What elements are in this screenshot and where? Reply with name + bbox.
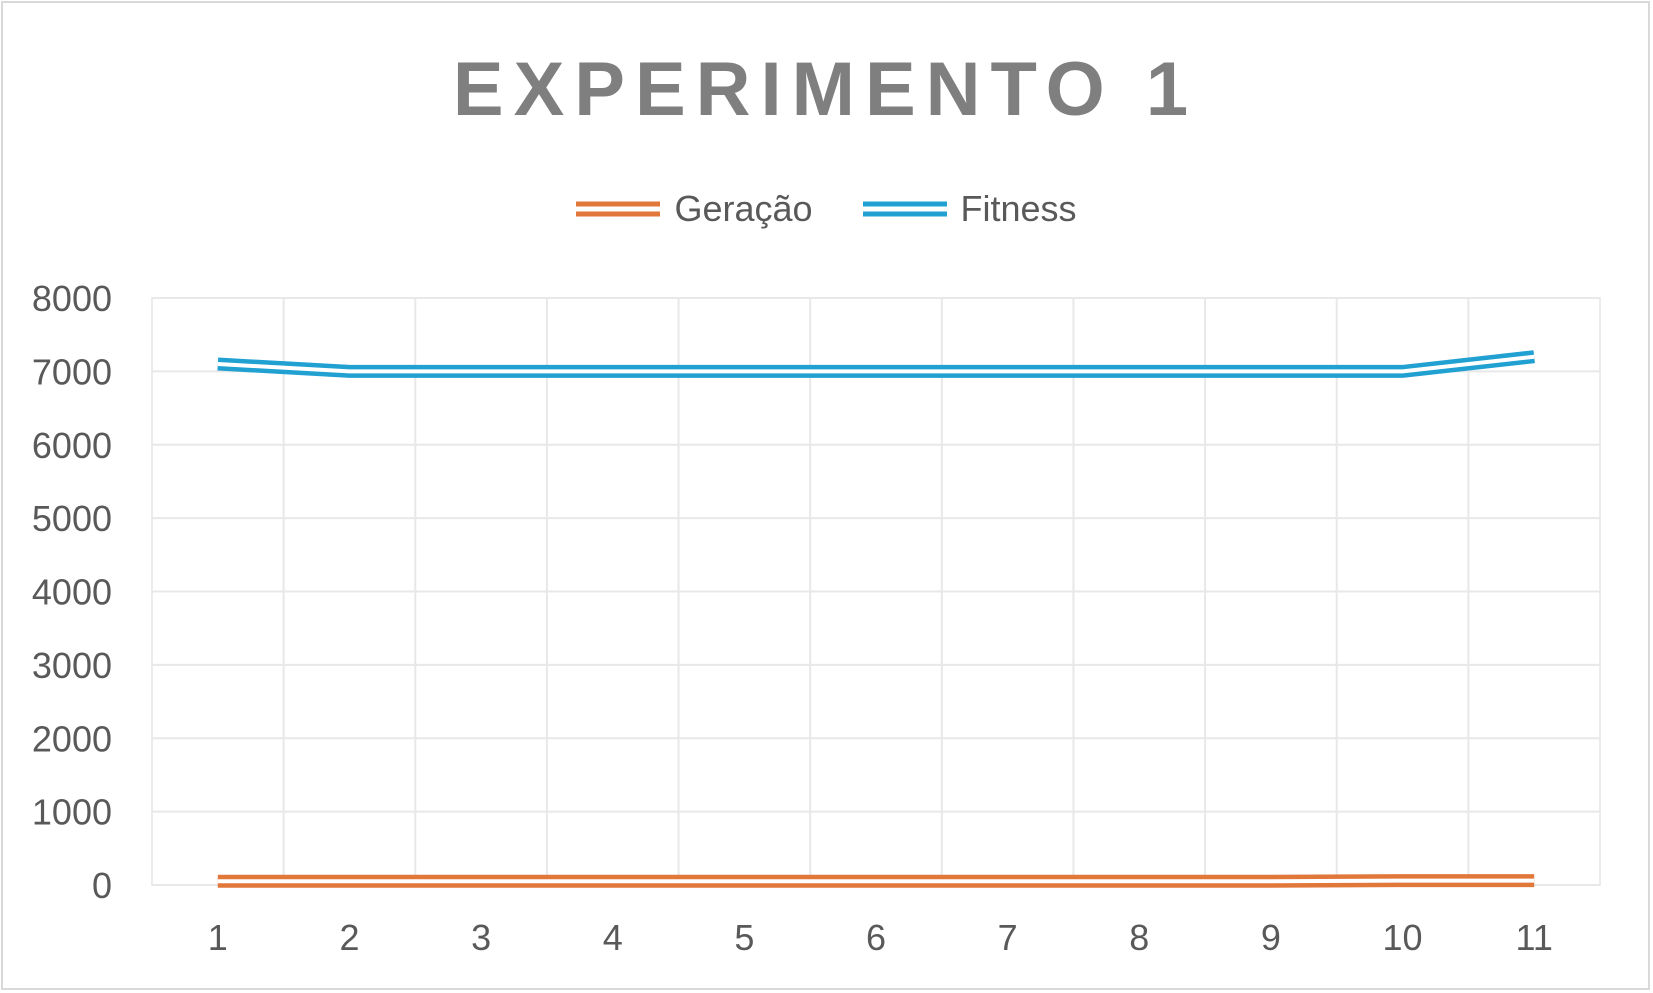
legend-swatch-geracao [576,201,661,217]
y-tick-label: 1000 [32,792,112,833]
x-tick-label: 5 [734,917,754,958]
legend-item-geracao: Geração [574,188,813,229]
x-tick-label: 8 [1129,917,1149,958]
x-tick-label: 11 [1515,917,1552,958]
x-tick-label: 1 [208,917,228,958]
y-tick-label: 2000 [32,718,112,759]
x-tick-label: 9 [1261,917,1281,958]
x-tick-label: 2 [339,917,359,958]
series-line-gap-fitness [217,354,1535,374]
y-tick-label: 0 [92,865,112,906]
legend-label-fitness: Fitness [960,188,1077,229]
y-tick-label: 7000 [32,351,112,392]
x-tick-label: 10 [1383,917,1423,958]
legend-label-geracao: Geração [674,188,813,229]
x-tick-label: 3 [471,917,491,958]
legend-swatch-fitness [862,201,947,217]
y-tick-label: 8000 [32,278,112,319]
x-tick-label: 4 [603,917,623,958]
y-tick-label: 4000 [32,572,112,613]
y-tick-label: 6000 [32,425,112,466]
y-tick-label: 3000 [32,645,112,686]
chart-title: EXPERIMENTO 1 [452,47,1199,132]
x-tick-label: 7 [998,917,1018,958]
y-tick-label: 5000 [32,498,112,539]
legend-item-fitness: Fitness [861,189,1077,229]
series-line-gap-geracao [217,878,1535,884]
x-tick-label: 6 [866,917,886,958]
legend: Geração Fitness [3,189,1648,229]
